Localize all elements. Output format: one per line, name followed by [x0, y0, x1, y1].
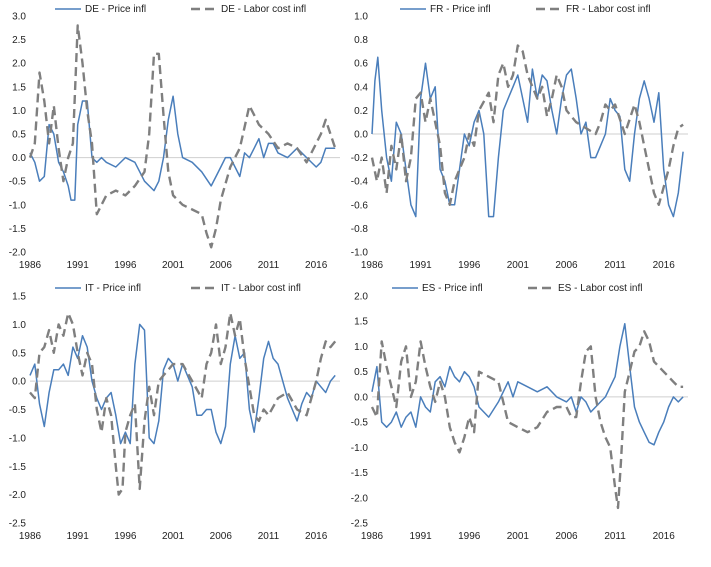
es-y-tick-label: -1.0: [351, 443, 369, 454]
de-x-tick-label: 1986: [19, 260, 42, 271]
es-series-labor-cost-line: [370, 330, 684, 510]
es-x-tick-label: 2001: [507, 531, 530, 542]
es-x-tick-label: 1991: [409, 531, 432, 542]
fr-y-tick-label: -0.2: [351, 153, 369, 164]
it-x-tick-label: 2006: [210, 531, 233, 542]
es-legend-label: ES - Labor cost infl: [558, 283, 642, 294]
it-x-tick-label: 1996: [114, 531, 137, 542]
es-y-tick-label: -2.0: [351, 493, 369, 504]
de-y-tick-label: 0.5: [12, 130, 26, 141]
fr-y-tick-label: 0.0: [354, 130, 368, 141]
it-y-tick-label: -2.0: [9, 490, 27, 501]
es-x-tick-label: 1986: [361, 531, 384, 542]
de-y-tick-label: 0.0: [12, 153, 26, 164]
it-x-tick-label: 2011: [258, 531, 280, 542]
es-x-tick-label: 1996: [458, 531, 481, 542]
fr-y-tick-label: -0.8: [351, 224, 369, 235]
fr-legend-label: FR - Labor cost infl: [566, 4, 650, 15]
de-y-tick-label: -1.5: [9, 224, 27, 235]
chart-de: -2.0 -1.5 -1.0 -0.5 0.0 0.5 1.0 1.5 2.0 2.5 3.0 198…: [9, 4, 340, 271]
de-y-tick-label: -2.0: [9, 248, 27, 259]
chart-it: -2.5 -2.0 -1.5 -1.0 -0.5 0.0 0.5 1.0 1.5 1986 1991…: [9, 283, 340, 542]
it-y-tick-label: -2.5: [9, 519, 27, 530]
de-y-tick-label: 2.5: [12, 35, 26, 46]
de-x-tick-label: 1996: [114, 260, 137, 271]
es-x-tick-label: 2016: [653, 531, 676, 542]
it-x-tick-label: 2016: [305, 531, 328, 542]
it-series-price-line: [29, 323, 336, 445]
it-y-tick-label: -0.5: [9, 405, 27, 416]
fr-series-price-line: [371, 56, 684, 218]
it-y-tick-label: 0.5: [12, 348, 26, 359]
de-y-tick-label: 1.5: [12, 82, 26, 93]
fr-y-tick-label: 1.0: [354, 12, 368, 23]
de-y-tick-label: -0.5: [9, 177, 27, 188]
it-y-tick-label: 0.0: [12, 377, 26, 388]
it-x-tick-label: 1986: [19, 531, 42, 542]
es-y-tick-label: -1.5: [351, 468, 369, 479]
fr-x-tick-label: 1991: [409, 260, 432, 271]
chart-es: -2.5 -2.0 -1.5 -1.0 -0.5 0.0 0.5 1.0 1.5 2.0 1986 1…: [351, 283, 688, 542]
it-y-tick-label: 1.5: [12, 292, 26, 303]
de-y-tick-label: 1.0: [12, 106, 26, 117]
de-legend-label: DE - Labor cost infl: [221, 4, 306, 15]
fr-y-tick-label: -0.4: [351, 177, 369, 188]
es-y-tick-label: 2.0: [354, 292, 368, 303]
es-y-tick-label: 1.5: [354, 317, 368, 328]
it-y-tick-label: -1.0: [9, 433, 27, 444]
fr-y-tick-label: 0.2: [354, 106, 368, 117]
fr-y-tick-label: 0.8: [354, 35, 368, 46]
es-y-tick-label: 0.5: [354, 367, 368, 378]
de-legend-label: DE - Price infl: [85, 4, 146, 15]
fr-y-tick-label: -1.0: [351, 248, 369, 259]
es-y-tick-label: 1.0: [354, 342, 368, 353]
fr-series-labor-cost-line: [370, 44, 684, 206]
es-y-tick-label: 0.0: [354, 392, 368, 403]
fr-x-tick-label: 2006: [555, 260, 578, 271]
it-y-tick-label: -1.5: [9, 462, 27, 473]
it-y-tick-label: 1.0: [12, 320, 26, 331]
fr-x-tick-label: 2016: [653, 260, 676, 271]
de-series-price-line: [29, 95, 336, 201]
es-x-tick-label: 2011: [604, 531, 626, 542]
de-series-labor-cost-line: [28, 24, 337, 249]
de-x-tick-label: 1991: [67, 260, 90, 271]
fr-x-tick-label: 1986: [361, 260, 384, 271]
it-legend-label: IT - Price infl: [85, 283, 141, 294]
de-y-tick-label: -1.0: [9, 200, 27, 211]
fr-x-tick-label: 1996: [458, 260, 481, 271]
de-y-tick-label: 2.0: [12, 59, 26, 70]
de-x-tick-label: 2016: [305, 260, 328, 271]
es-legend-label: ES - Price infl: [422, 283, 483, 294]
chart-fr: -1.0 -0.8 -0.6 -0.4 -0.2 0.0 0.2 0.4 0.6 0.8 1.0 19…: [351, 4, 688, 271]
es-y-tick-label: -2.5: [351, 519, 369, 530]
it-series-labor-cost-line: [29, 311, 337, 496]
fr-x-tick-label: 2011: [604, 260, 626, 271]
it-x-tick-label: 2001: [162, 531, 185, 542]
de-x-tick-label: 2011: [258, 260, 280, 271]
fr-legend-label: FR - Price infl: [430, 4, 491, 15]
de-y-tick-label: 3.0: [12, 12, 26, 23]
it-legend-label: IT - Labor cost infl: [221, 283, 301, 294]
fr-x-tick-label: 2001: [507, 260, 530, 271]
es-x-tick-label: 2006: [555, 531, 578, 542]
fr-y-tick-label: 0.4: [354, 82, 368, 93]
es-y-tick-label: -0.5: [351, 418, 369, 429]
de-x-tick-label: 2001: [162, 260, 185, 271]
fr-y-tick-label: -0.6: [351, 200, 369, 211]
fr-y-tick-label: 0.6: [354, 59, 368, 70]
it-x-tick-label: 1991: [67, 531, 90, 542]
de-x-tick-label: 2006: [210, 260, 233, 271]
es-series-price-line: [371, 322, 684, 446]
